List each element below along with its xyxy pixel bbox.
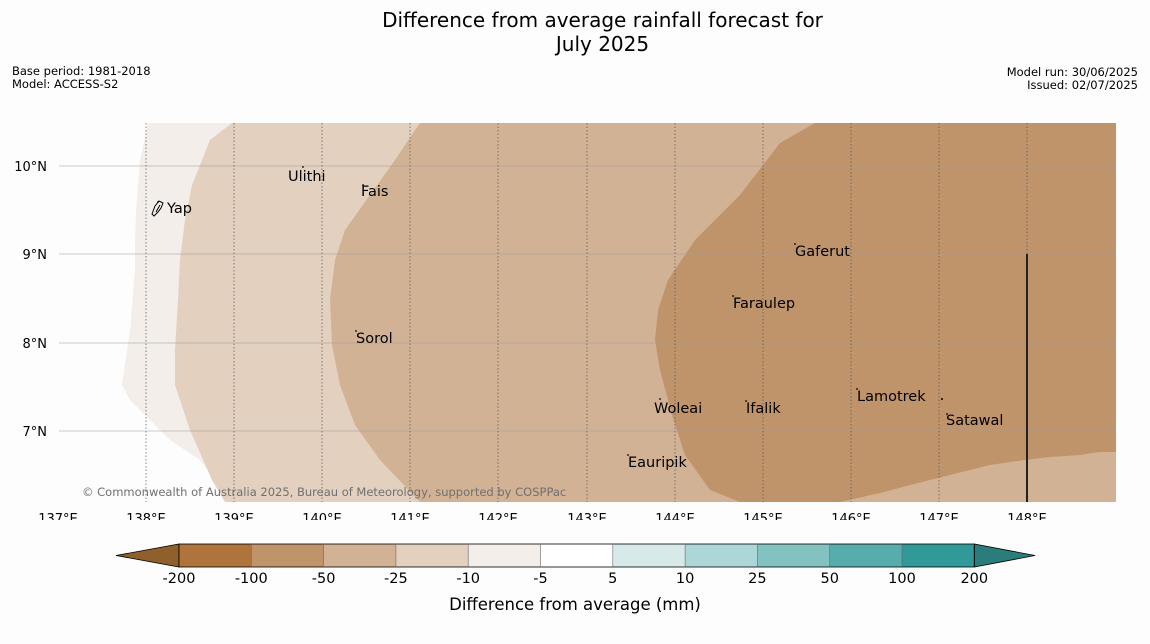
place-marker [302,166,304,168]
lon-tick-label: 144°E [655,512,695,520]
colorbar-tick-label: -5 [533,571,547,587]
model-name: Model: ACCESS-S2 [12,77,119,91]
colorbar-tick-label: 50 [820,571,838,587]
colorbar-bin [685,544,758,567]
colorbar-tick-label: -10 [456,571,480,587]
lon-tick-label: 138°E [126,512,166,520]
colorbar-bins [115,543,1036,568]
place-label: Satawal [946,413,1003,429]
zone-minus-50 [655,123,1116,502]
meta-right: Model run: 30/06/2025 Issued: 02/07/2025 [1007,66,1138,92]
copyright-text: © Commonwealth of Australia 2025, Bureau… [82,485,566,499]
lat-tick-label: 7°N [23,425,48,440]
place-marker [627,454,629,456]
place-marker [941,398,943,400]
lon-tick-label: 142°E [478,512,518,520]
lat-tick-label: 9°N [23,248,48,263]
meta-left: Base period: 1981-2018 Model: ACCESS-S2 [12,65,151,91]
colorbar-bin [540,544,613,567]
lon-grid [145,123,1028,502]
lon-tick-label: 137°E [38,512,78,520]
lon-tick-label: 146°E [831,512,871,520]
place-labels: Ulithi Fais Yap Gaferut Faraulep Sorol Woleai I… [157,166,1003,471]
lon-tick-labels: 137°E 138°E 139°E 140°E 141°E 142°E 143°E 144°E… [38,512,1047,520]
place-marker [794,243,796,245]
place-label: Ifalik [746,401,781,417]
colorbar-tick-label: 100 [888,571,916,587]
place-marker [157,201,159,203]
yap-island-shape [151,200,164,217]
issued-date: Issued: 02/07/2025 [1027,78,1138,92]
page-title: Difference from average rainfall forecas… [0,8,1150,56]
colorbar-tick-label: 5 [608,571,617,587]
lon-tick-label: 148°E [1007,512,1047,520]
colorbar-bin [179,544,252,567]
lat-tick-label: 8°N [23,337,48,352]
place-label: Sorol [356,331,393,347]
colorbar-tick-label: 200 [960,571,988,587]
map-fill [59,123,1116,502]
place-label: Fais [361,184,388,200]
lon-tick-label: 140°E [302,512,342,520]
place-label: Yap [166,201,192,217]
place-marker [355,330,357,332]
map: Ulithi Fais Yap Gaferut Faraulep Sorol Woleai I… [14,123,1116,520]
place-label: Eauripik [628,455,687,471]
lon-tick-label: 143°E [567,512,607,520]
colorbar-label: Difference from average (mm) [449,595,701,614]
place-marker [946,413,948,415]
lat-grid [59,165,1116,432]
model-run: Model run: 30/06/2025 [1006,65,1138,79]
place-label: Gaferut [795,244,850,260]
colorbar-bin [251,544,324,567]
colorbar-tick-label: -50 [312,571,336,587]
place-marker [745,400,747,402]
lat-tick-labels: 10°N 9°N 8°N 7°N [14,160,47,440]
place-label: Woleai [654,401,702,417]
colorbar-over-triangle [973,543,1036,568]
lon-tick-label: 147°E [919,512,959,520]
lon-tick-label: 145°E [743,512,783,520]
colorbar-tick-label: -100 [235,571,268,587]
colorbar-bin [902,544,975,567]
colorbar-bin [323,544,396,567]
colorbar-under-triangle [115,543,180,568]
place-label: Faraulep [733,296,795,312]
place-marker [659,398,661,400]
lat-tick-label: 10°N [14,160,47,175]
title-line-2: July 2025 [555,32,650,56]
colorbar-tick-label: -200 [163,571,196,587]
lon-tick-label: 141°E [390,512,430,520]
place-marker [362,184,364,186]
colorbar-frame [178,543,975,568]
colorbar-ticks: -200 -100 -50 -25 -10 -5 5 10 25 50 100 200 [163,571,989,587]
colorbar-tick-label: 10 [676,571,694,587]
place-label: Lamotrek [857,389,926,405]
colorbar-tick-label: -25 [384,571,408,587]
base-period: Base period: 1981-2018 [12,64,151,78]
lon-tick-label: 139°E [214,512,254,520]
colorbar-bin [395,544,469,567]
colorbar-bin [829,544,902,567]
title-line-1: Difference from average rainfall forecas… [382,8,823,32]
place-label: Ulithi [288,169,326,185]
colorbar-bin [468,544,541,567]
colorbar-tick-label: 25 [748,571,766,587]
colorbar-bin [612,544,686,567]
place-marker [732,295,734,297]
colorbar-bin [757,544,830,567]
place-marker [856,388,858,390]
